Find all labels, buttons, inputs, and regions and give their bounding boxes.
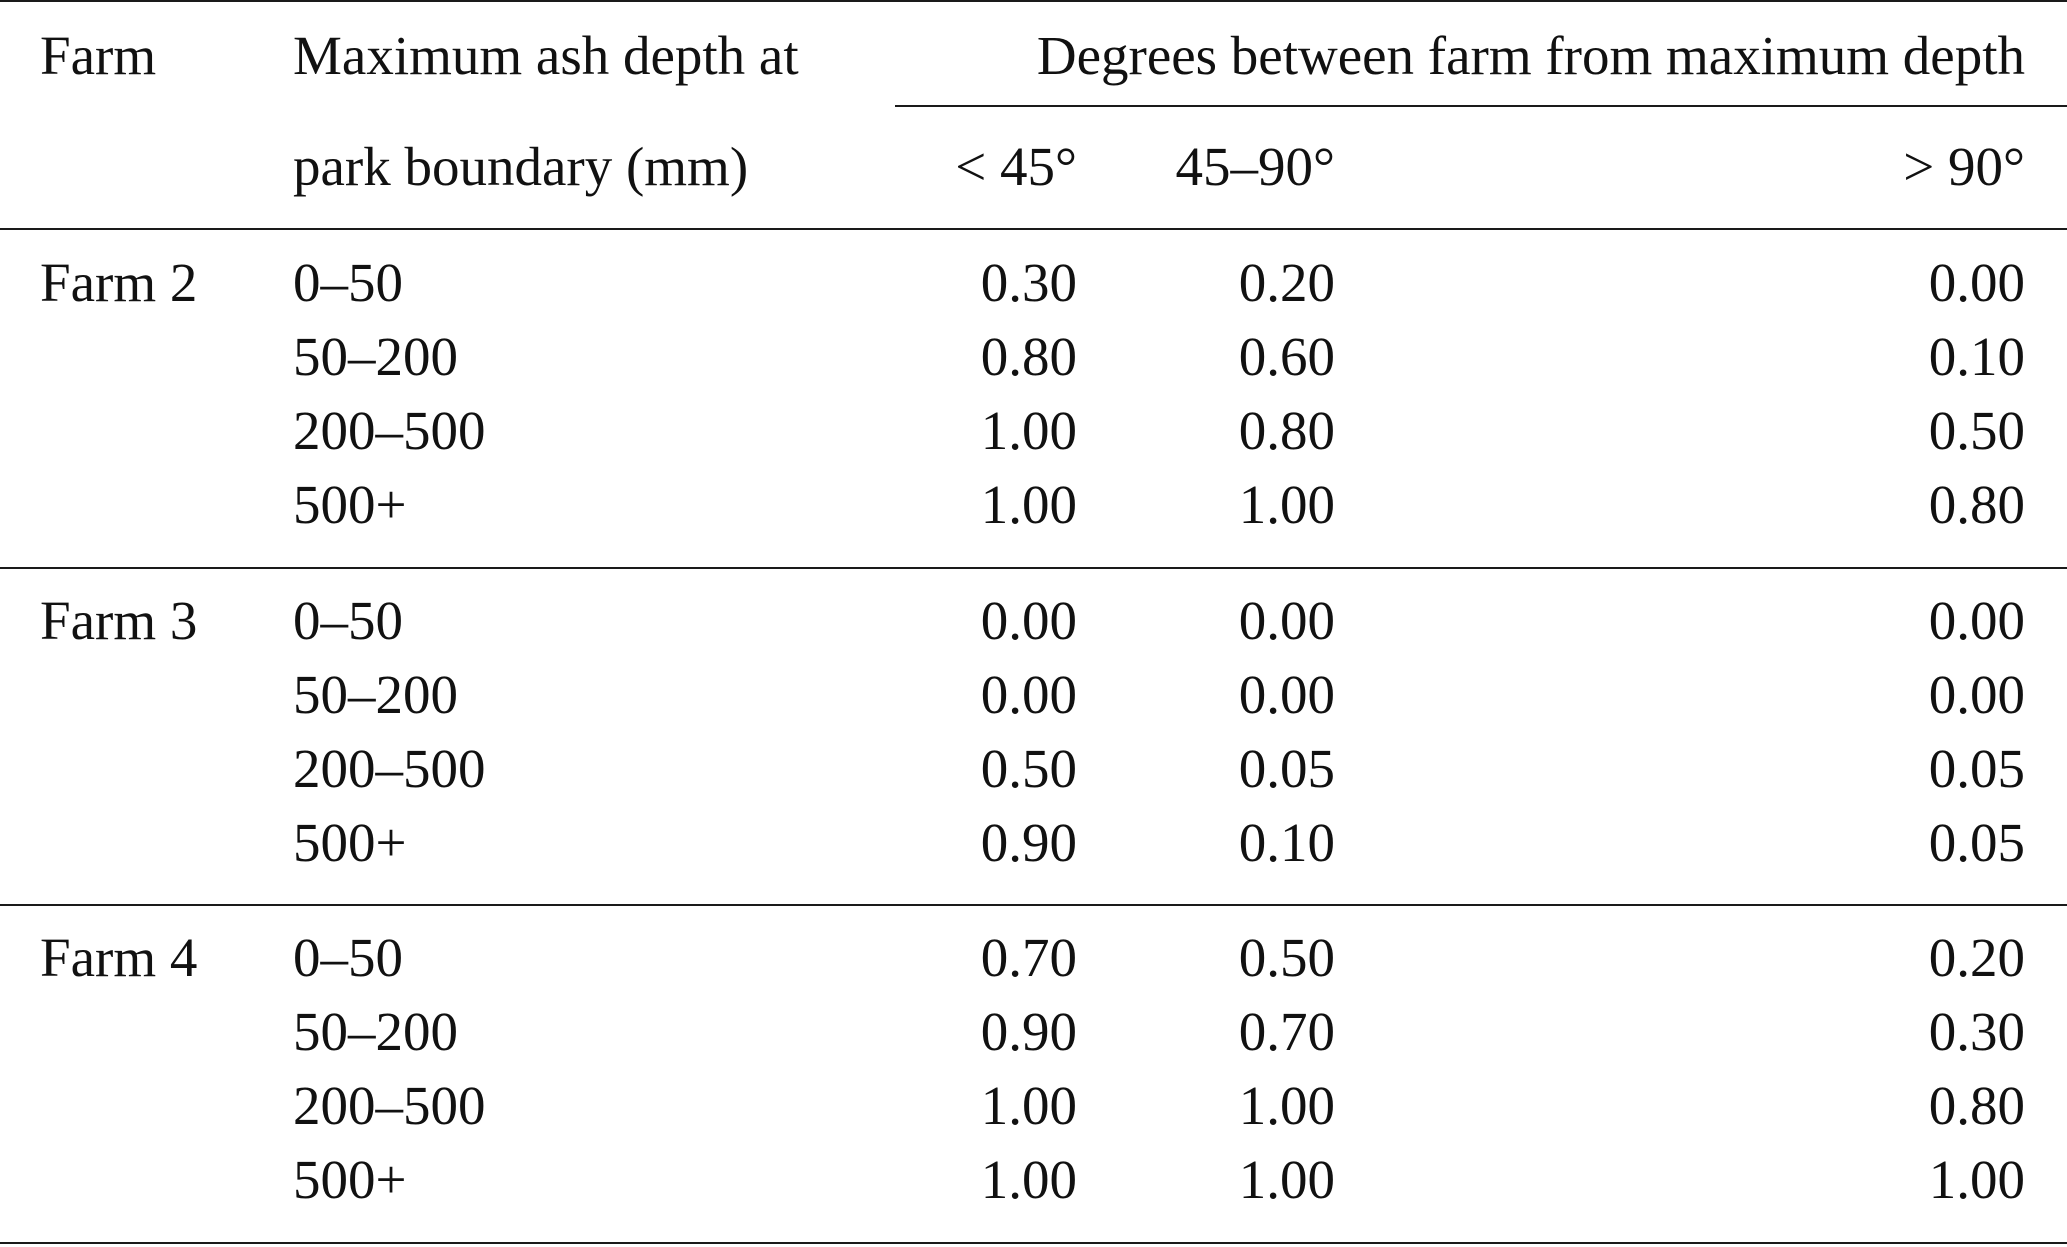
cell-gt90: 0.80	[1928, 1075, 2025, 1136]
cell-lt45: 0.30	[980, 252, 1077, 313]
cell-lt45: 0.80	[980, 326, 1077, 387]
cell-gt90: 0.10	[1928, 326, 2025, 387]
cell-depth: 500+	[293, 812, 407, 873]
cell-lt45: 0.90	[980, 1001, 1077, 1062]
cell-45to90: 0.10	[1238, 812, 1335, 873]
cell-lt45: 1.00	[980, 474, 1077, 535]
header-gt90: > 90°	[1903, 136, 2025, 197]
cell-gt90: 0.20	[1928, 927, 2025, 988]
cell-lt45: 1.00	[980, 1075, 1077, 1136]
cell-45to90: 0.50	[1238, 927, 1335, 988]
cell-lt45: 0.00	[980, 664, 1077, 725]
cell-lt45: 1.00	[980, 1149, 1077, 1210]
cell-45to90: 0.80	[1238, 400, 1335, 461]
cell-45to90: 0.05	[1238, 738, 1335, 799]
cell-depth: 50–200	[293, 1001, 458, 1062]
cell-depth: 0–50	[293, 252, 403, 313]
cell-depth: 500+	[293, 474, 407, 535]
cell-45to90: 0.70	[1238, 1001, 1335, 1062]
group-farm-label: Farm 4	[40, 927, 198, 988]
cell-gt90: 0.05	[1928, 738, 2025, 799]
group-divider	[0, 567, 2067, 569]
cell-gt90: 0.00	[1928, 664, 2025, 725]
group-divider	[0, 904, 2067, 906]
cell-gt90: 0.80	[1928, 474, 2025, 535]
cell-gt90: 1.00	[1928, 1149, 2025, 1210]
top-rule	[0, 0, 2067, 2]
cell-depth: 0–50	[293, 590, 403, 651]
cell-depth: 50–200	[293, 664, 458, 725]
header-rule	[0, 228, 2067, 230]
cell-gt90: 0.05	[1928, 812, 2025, 873]
cell-45to90: 1.00	[1238, 1149, 1335, 1210]
cell-lt45: 0.00	[980, 590, 1077, 651]
cell-depth: 200–500	[293, 400, 486, 461]
group-farm-label: Farm 3	[40, 590, 198, 651]
group-farm-label: Farm 2	[40, 252, 198, 313]
cell-gt90: 0.00	[1928, 590, 2025, 651]
cell-gt90: 0.50	[1928, 400, 2025, 461]
cell-lt45: 0.90	[980, 812, 1077, 873]
cell-gt90: 0.30	[1928, 1001, 2025, 1062]
cell-45to90: 0.20	[1238, 252, 1335, 313]
cell-lt45: 1.00	[980, 400, 1077, 461]
cell-45to90: 1.00	[1238, 474, 1335, 535]
cell-depth: 500+	[293, 1149, 407, 1210]
cell-depth: 200–500	[293, 1075, 486, 1136]
cell-depth: 200–500	[293, 738, 486, 799]
cell-45to90: 1.00	[1238, 1075, 1335, 1136]
cell-depth: 0–50	[293, 927, 403, 988]
header-degrees-group: Degrees between farm from maximum depth	[1036, 25, 2025, 86]
cell-gt90: 0.00	[1928, 252, 2025, 313]
header-depth-line2: park boundary (mm)	[293, 136, 749, 197]
header-lt45: < 45°	[955, 136, 1077, 197]
degrees-group-rule	[895, 105, 2067, 107]
header-45to90: 45–90°	[1175, 136, 1336, 197]
cell-lt45: 0.70	[980, 927, 1077, 988]
cell-45to90: 0.00	[1238, 590, 1335, 651]
header-farm: Farm	[40, 25, 157, 86]
header-depth-line1: Maximum ash depth at	[293, 25, 799, 86]
cell-lt45: 0.50	[980, 738, 1077, 799]
cell-depth: 50–200	[293, 326, 458, 387]
bottom-rule	[0, 1242, 2067, 1244]
cell-45to90: 0.00	[1238, 664, 1335, 725]
cell-45to90: 0.60	[1238, 326, 1335, 387]
